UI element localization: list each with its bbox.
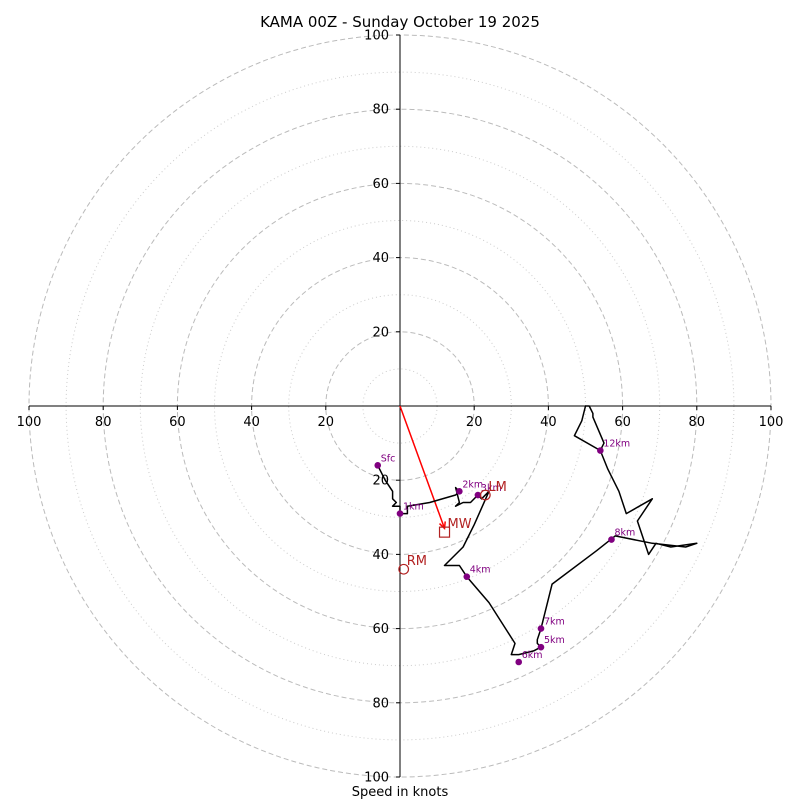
height-marker-Sfc (374, 462, 382, 469)
y-tick-label: 60 (372, 622, 389, 637)
y-tick-label: 80 (372, 103, 389, 118)
y-tick-label: 40 (372, 251, 389, 266)
x-tick-label: 80 (95, 415, 112, 430)
x-tick-label: 40 (540, 415, 557, 430)
x-tick-label: 100 (17, 415, 42, 430)
y-tick-label: 40 (372, 548, 389, 563)
height-marker-label: 12km (603, 439, 630, 450)
height-marker-label: 2km (462, 479, 483, 490)
height-marker-label: 4km (470, 565, 491, 576)
motion-label-mw: MW (448, 517, 472, 532)
height-marker-6km (515, 658, 523, 666)
x-tick-label: 60 (614, 415, 631, 430)
motion-marker-rm (398, 563, 410, 575)
height-marker-2km (456, 488, 463, 495)
tick-labels: 100 80 60 40 20 20 40 60 80 100 100 80 60 40 20 20 40 60 8… (17, 29, 784, 786)
y-tick-label: 100 (364, 771, 389, 786)
height-marker-12km (597, 447, 604, 454)
height-marker-label: 5km (544, 635, 565, 646)
motion-label-rm: RM (407, 554, 427, 569)
y-tick-label: 20 (372, 474, 389, 489)
height-marker-label: 7km (544, 617, 565, 628)
motion-label-lm: LM (488, 480, 506, 495)
height-marker-1km (396, 510, 404, 517)
height-marker-label: 1km (403, 502, 424, 513)
mean-wind-arrow-shaft (399, 405, 446, 529)
height-marker-label: Sfc (381, 453, 396, 464)
y-tick-label: 80 (372, 696, 389, 711)
x-tick-label: 20 (466, 415, 483, 430)
y-tick-label: 20 (372, 325, 389, 340)
x-axis-label: Speed in knots (352, 785, 449, 800)
x-tick-label: 100 (759, 415, 784, 430)
height-marker-3km (474, 491, 482, 499)
x-tick-label: 20 (318, 415, 335, 430)
height-marker-label: 6km (522, 650, 543, 661)
mean-wind-vector (399, 405, 446, 531)
height-marker-5km (537, 643, 545, 651)
hodograph-trace (377, 405, 698, 656)
motion-marker-lm (479, 489, 491, 501)
x-tick-label: 80 (689, 415, 706, 430)
y-tick-label: 60 (372, 177, 389, 192)
motion-marker-mw (438, 526, 451, 538)
height-marker-7km (537, 625, 545, 632)
x-tick-label: 60 (169, 415, 186, 430)
height-marker-4km (463, 573, 471, 580)
x-tick-label: 40 (243, 415, 260, 430)
storm-motions: LM MW RM (398, 480, 507, 575)
height-marker-8km (608, 536, 615, 543)
hodograph-line (377, 405, 698, 656)
y-tick-label: 100 (364, 29, 389, 44)
chart-title: KAMA 00Z - Sunday October 19 2025 (260, 13, 540, 31)
mean-wind-arrow-head (438, 521, 446, 531)
height-marker-label: 3km (481, 483, 502, 494)
height-marker-label: 8km (614, 528, 635, 539)
